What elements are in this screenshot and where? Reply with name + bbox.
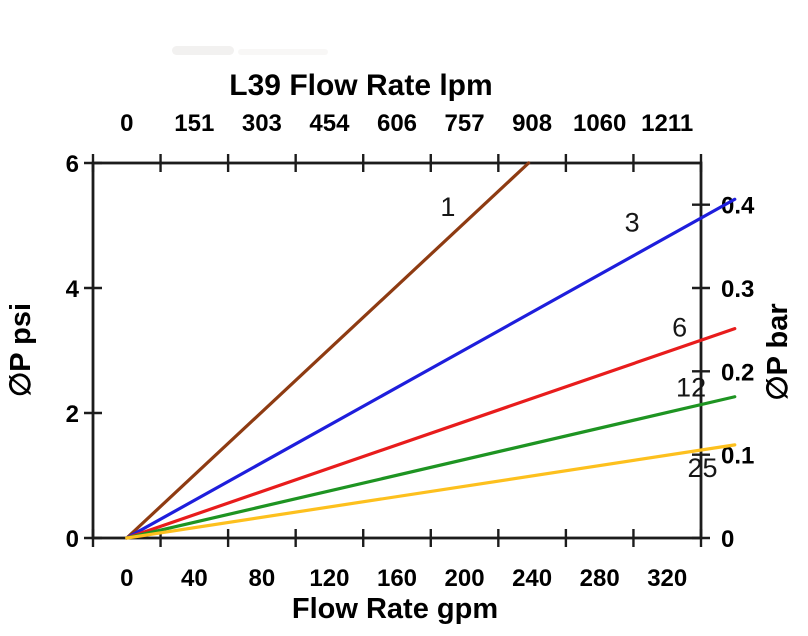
series-label-25: 25 [687, 453, 717, 483]
series-label-6: 6 [672, 312, 687, 342]
series-line-1 [125, 161, 531, 540]
right-axis-title: ∅P bar [762, 303, 794, 400]
right-axis-tick-label: 0.2 [721, 359, 754, 386]
bottom-axis-tick-label: 160 [377, 565, 417, 592]
bottom-axis-tick-label: 200 [445, 565, 485, 592]
top-axis-tick-label: 303 [242, 110, 282, 137]
plot-frame [91, 161, 703, 540]
bottom-axis-tick-label: 280 [580, 565, 620, 592]
left-axis-tick-label: 6 [66, 151, 79, 178]
bottom-axis-tick-label: 320 [647, 565, 687, 592]
bottom-axis-tick-label: 40 [181, 565, 208, 592]
bottom-axis-tick-label: 80 [249, 565, 276, 592]
top-axis-tick-label: 151 [174, 110, 214, 137]
top-axis-tick-label: 606 [377, 110, 417, 137]
chart-title: L39 Flow Rate lpm [229, 69, 492, 102]
series-line-3 [125, 197, 737, 540]
right-axis-tick-label: 0.3 [721, 276, 754, 303]
bottom-axis-tick-label: 240 [512, 565, 552, 592]
top-axis-tick-label: 0 [120, 110, 133, 137]
left-axis-tick-label: 0 [66, 526, 79, 553]
bottom-axis-tick-label: 0 [120, 565, 133, 592]
right-axis-tick-label: 0 [721, 526, 734, 553]
top-axis-tick-label: 757 [445, 110, 485, 137]
top-axis-tick-label: 1060 [573, 110, 626, 137]
top-axis-tick-label: 1211 [641, 110, 693, 137]
series-line-6 [125, 327, 737, 540]
x-axis-title: Flow Rate gpm [292, 593, 498, 625]
left-axis-title: ∅P psi [5, 303, 37, 397]
top-axis-tick-label: 454 [309, 110, 350, 137]
bottom-axis-tick-label: 120 [309, 565, 349, 592]
series-line-12 [125, 395, 737, 540]
series-label-1: 1 [440, 192, 455, 222]
series-label-12: 12 [676, 372, 706, 402]
left-axis-tick-label: 2 [66, 401, 79, 428]
series-label-3: 3 [625, 207, 640, 237]
right-axis-tick-label: 0.4 [721, 193, 755, 220]
series-line-25 [125, 443, 737, 540]
top-axis-tick-label: 908 [512, 110, 552, 137]
left-axis-tick-label: 4 [66, 276, 80, 303]
